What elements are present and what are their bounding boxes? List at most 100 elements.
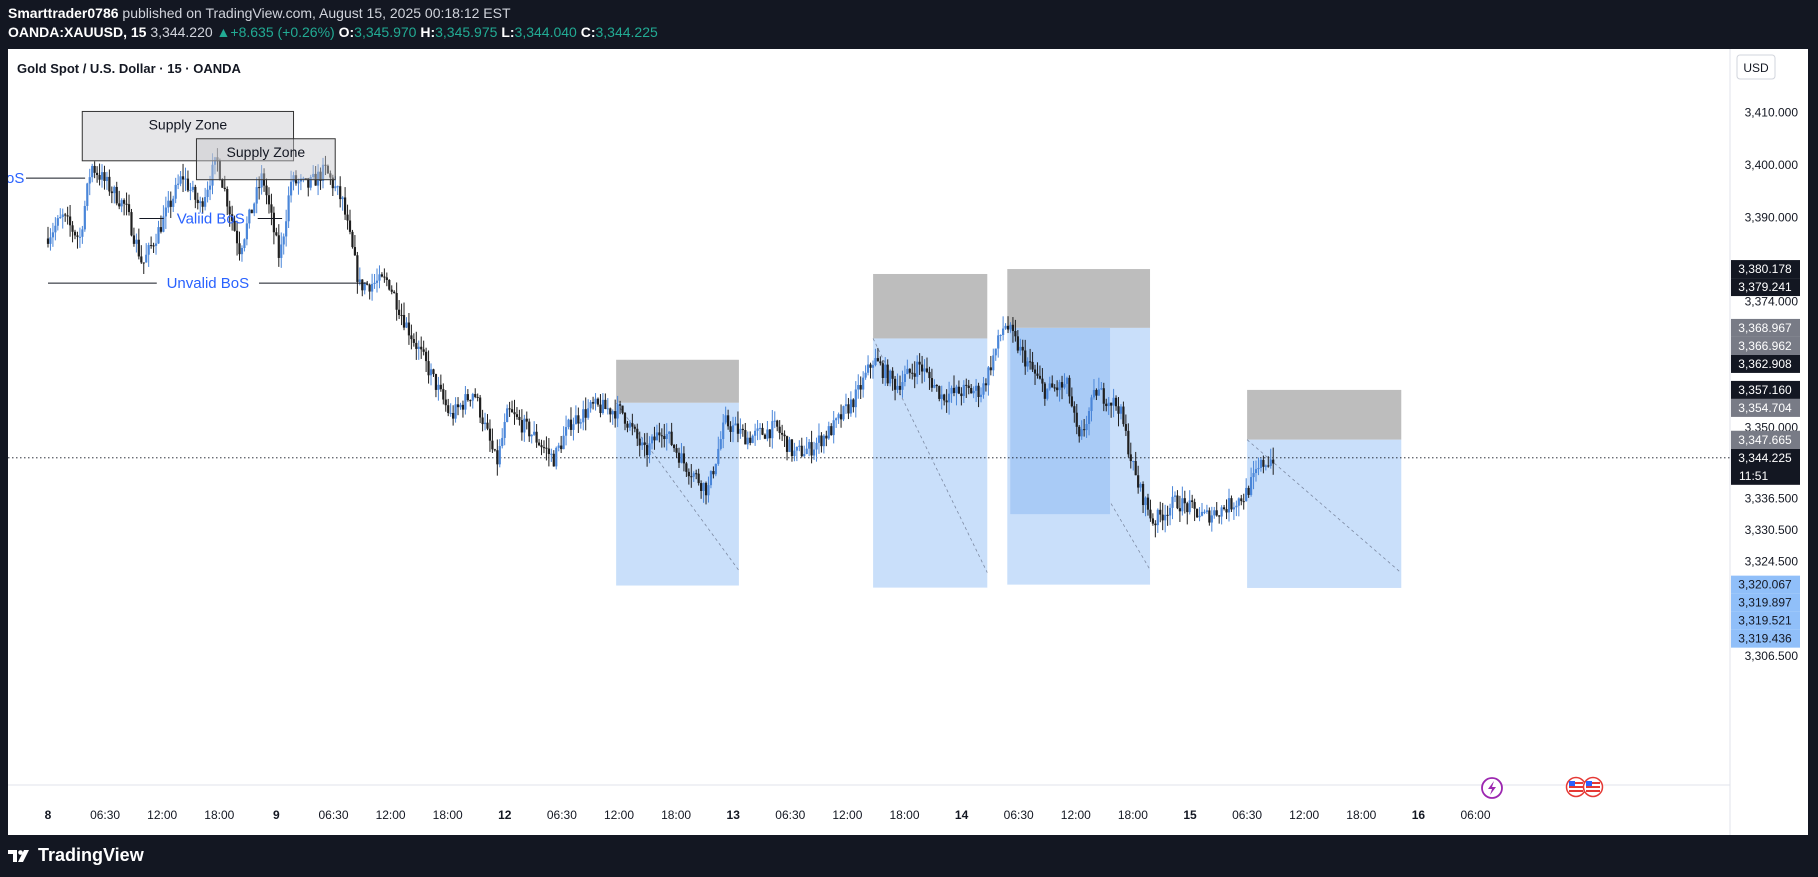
candle [297, 178, 300, 195]
price-label-text-10: 3,319.897 [1738, 596, 1792, 610]
tradingview-logo[interactable]: TradingView [8, 845, 144, 866]
candle [781, 424, 784, 442]
candle [830, 423, 833, 436]
candle [1095, 388, 1098, 401]
candle [557, 442, 560, 452]
stop-zone-1[interactable] [873, 273, 988, 339]
candle [388, 279, 391, 291]
y-tick-0: 3,410.000 [1745, 106, 1799, 120]
candle [1132, 460, 1135, 471]
candle [601, 393, 604, 415]
candle [611, 409, 614, 425]
candle [1222, 504, 1226, 511]
candle [346, 204, 349, 230]
candle [690, 464, 693, 488]
candle [709, 470, 713, 489]
us-flag-icon[interactable] [1565, 776, 1604, 798]
candle [636, 423, 639, 447]
candle [395, 282, 398, 321]
candle [717, 436, 720, 466]
candle [925, 357, 929, 374]
candle [862, 371, 865, 398]
candle [127, 194, 131, 216]
x-tick-10: 12:00 [604, 808, 634, 822]
time-axis[interactable]: 8 06:30 12:00 18:00 9 06:30 12:00 18:00 12 06:30 1… [45, 808, 1491, 822]
candle [1176, 490, 1179, 510]
candle [641, 437, 644, 450]
candle [137, 228, 140, 260]
x-tick-24: 16 [1412, 808, 1426, 822]
candle [736, 411, 740, 443]
candle [650, 434, 654, 450]
candle [1225, 499, 1228, 520]
candle [930, 368, 934, 392]
candle [952, 375, 956, 397]
x-tick-17: 06:30 [1004, 808, 1034, 822]
candle [120, 198, 123, 213]
candle [488, 419, 492, 452]
candle [886, 359, 889, 387]
candle [854, 381, 857, 418]
candle [569, 407, 573, 436]
candle [825, 430, 828, 447]
candle [71, 221, 74, 243]
candle [118, 190, 121, 210]
candle [1087, 407, 1091, 436]
candle [1060, 375, 1064, 400]
candle [722, 414, 725, 449]
supply-zone-0[interactable] [81, 110, 295, 162]
candle [250, 209, 253, 214]
symbol-name: OANDA:XAUUSD, 15 [8, 24, 147, 40]
supply-zone-label-0: Supply Zone [149, 116, 228, 132]
candle [815, 437, 818, 462]
price-axis[interactable]: 3,410.000 3,400.000 3,390.000 3,374.000 3,35… [1731, 106, 1800, 663]
candle [132, 227, 136, 247]
candle [609, 407, 612, 423]
candle [373, 273, 376, 289]
candle [46, 226, 50, 248]
candle [719, 431, 722, 451]
candle [375, 268, 379, 293]
candle [1247, 485, 1250, 498]
candle [564, 415, 568, 446]
currency-button[interactable] [1736, 54, 1776, 80]
candle [945, 389, 948, 413]
candle [412, 333, 415, 347]
candle [1159, 501, 1162, 523]
candle [555, 446, 558, 470]
candle [280, 232, 283, 268]
candle [287, 186, 290, 229]
candle [898, 375, 902, 396]
x-tick-2: 12:00 [147, 808, 177, 822]
candle [1080, 420, 1083, 440]
candle [1117, 397, 1120, 427]
price-chart[interactable]: Supply Zone Supply Zone Valiid BoS Unvalid … [8, 49, 1808, 835]
candle [459, 402, 462, 410]
candle [582, 400, 585, 431]
candle [508, 401, 511, 417]
lightning-event-icon[interactable] [1481, 777, 1503, 799]
x-tick-4: 9 [273, 808, 280, 822]
author-name[interactable]: Smarttrader0786 [8, 5, 119, 21]
candle [773, 411, 776, 429]
candle [91, 163, 94, 183]
candle [658, 422, 661, 443]
candle [1112, 388, 1115, 418]
stop-zone-3[interactable] [1247, 389, 1402, 440]
supply-zone-1[interactable] [195, 138, 336, 181]
candle [427, 350, 430, 384]
candle [172, 195, 175, 213]
candle [93, 161, 96, 179]
candle [1272, 447, 1275, 475]
stop-zone-2[interactable] [1007, 269, 1151, 328]
candle [248, 208, 251, 229]
stop-zone-0[interactable] [616, 359, 739, 403]
candle [975, 378, 978, 403]
currency-button-label[interactable]: USD [1743, 61, 1769, 75]
candle [547, 438, 550, 467]
candle [960, 387, 963, 406]
candle [108, 169, 111, 196]
candle [835, 417, 838, 428]
candle [537, 438, 541, 447]
path-line-3 [1246, 439, 1402, 574]
